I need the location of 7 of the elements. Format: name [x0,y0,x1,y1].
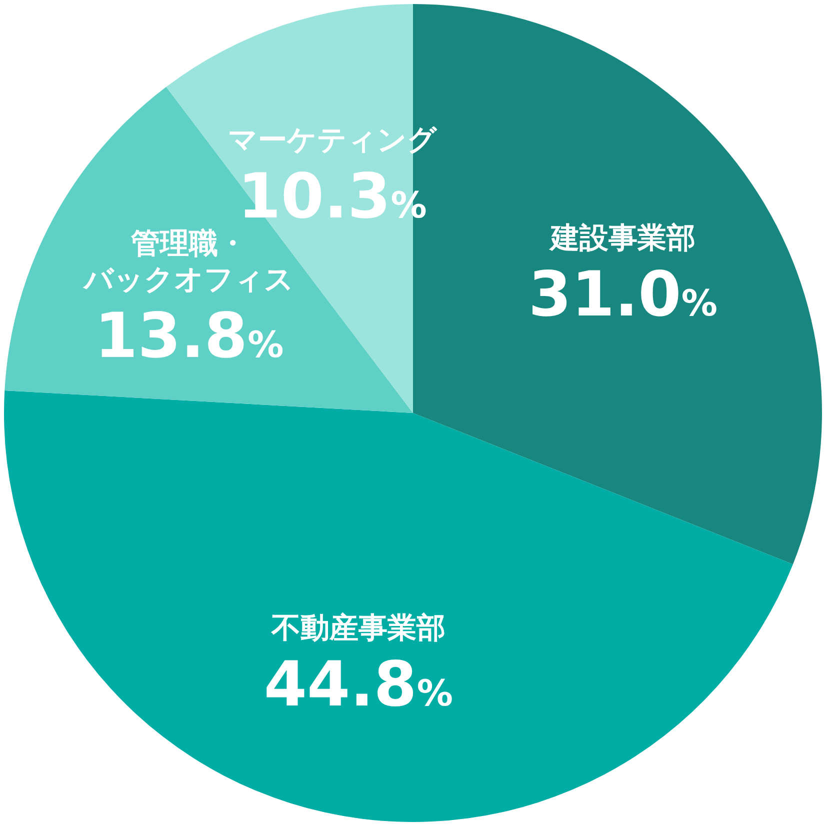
pie-slice [4,390,793,822]
data-label: 44.8% [264,648,453,721]
data-label: 31.0% [528,258,718,331]
slice-label: 管理職・バックオフィス [82,226,294,296]
slice-label: 建設事業部 [548,220,696,255]
slice-label: 不動産事業部 [270,610,446,645]
data-label: 13.8% [94,298,284,372]
